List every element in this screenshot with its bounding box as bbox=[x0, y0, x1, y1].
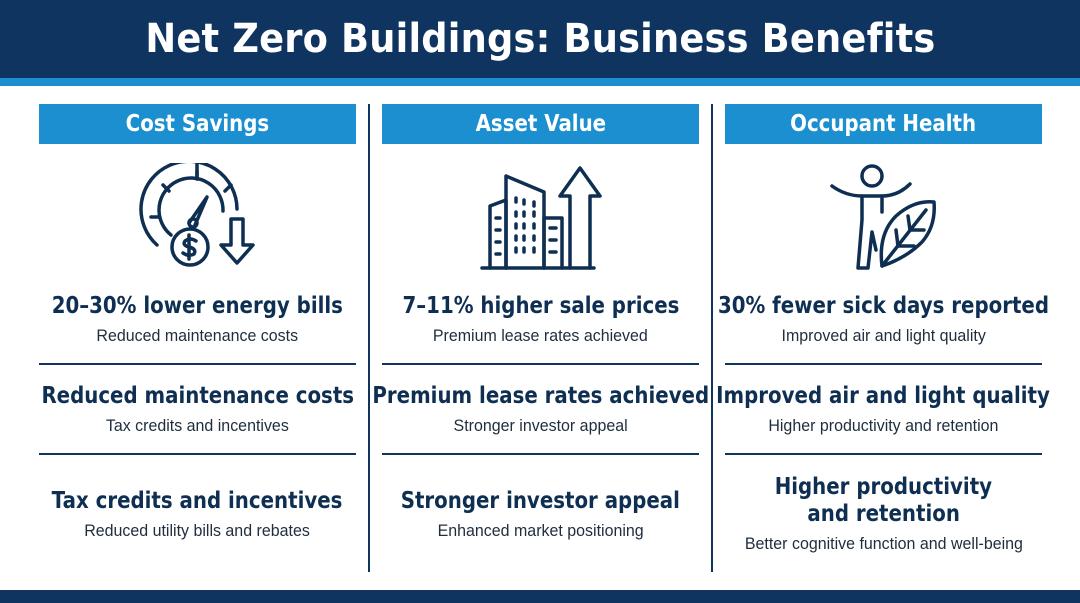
benefit-detail: Stronger investor appeal bbox=[453, 415, 628, 435]
benefit-heading: Stronger investor appeal bbox=[400, 487, 681, 514]
benefit-detail: Improved air and light quality bbox=[781, 326, 986, 345]
benefit-item: 7–11% higher sale prices Premium lease r… bbox=[382, 280, 699, 365]
benefit-item: 20–30% lower energy bills Reduced mainte… bbox=[39, 280, 356, 365]
benefit-detail: Enhanced market positioning bbox=[437, 520, 644, 540]
benefit-heading: 20–30% lower energy bills bbox=[51, 293, 344, 319]
building-arrow-up-icon bbox=[382, 144, 699, 280]
title-accent-stripe bbox=[0, 78, 1080, 86]
benefit-detail: Higher productivity and retention bbox=[768, 415, 999, 435]
column-divider bbox=[368, 104, 370, 572]
column-header: Cost Savings bbox=[39, 104, 356, 144]
benefit-detail: Better cognitive function and well-being bbox=[744, 534, 1023, 553]
benefit-detail: Premium lease rates achieved bbox=[433, 326, 648, 345]
column-asset-value: Asset Value 7–11% higher sale prices Pre… bbox=[372, 104, 709, 574]
benefit-heading: Improved air and light quality bbox=[716, 382, 1051, 409]
column-divider bbox=[711, 104, 713, 572]
benefit-heading-line-2: and retention bbox=[807, 501, 960, 527]
person-leaf-icon bbox=[725, 144, 1042, 280]
benefit-item: Improved air and light quality Higher pr… bbox=[717, 365, 1050, 455]
column-header: Asset Value bbox=[382, 104, 699, 144]
column-header-label: Asset Value bbox=[475, 111, 606, 137]
column-cost-savings: Cost Savings 20–30% lower energy bills R… bbox=[39, 104, 356, 574]
benefit-item: Higher productivity and retention Better… bbox=[725, 455, 1042, 573]
benefit-item: 30% fewer sick days reported Improved ai… bbox=[718, 280, 1049, 365]
benefit-heading: 30% fewer sick days reported bbox=[717, 293, 1050, 319]
benefit-item: Stronger investor appeal Enhanced market… bbox=[382, 455, 699, 573]
column-header: Occupant Health bbox=[725, 104, 1042, 144]
benefit-heading: Premium lease rates achieved bbox=[372, 382, 709, 409]
benefit-heading-line-1: Higher productivity bbox=[774, 474, 993, 500]
column-header-label: Cost Savings bbox=[125, 111, 270, 137]
column-occupant-health: Occupant Health 30% fewer sick days repo… bbox=[717, 104, 1050, 574]
title-bar: Net Zero Buildings: Business Benefits bbox=[0, 0, 1080, 78]
benefit-detail: Tax credits and incentives bbox=[106, 415, 289, 435]
benefit-item: Tax credits and incentives Reduced utili… bbox=[39, 455, 356, 573]
benefit-heading: 7–11% higher sale prices bbox=[402, 293, 679, 319]
gauge-dollar-down-icon bbox=[39, 144, 356, 280]
benefit-item: Premium lease rates achieved Stronger in… bbox=[372, 365, 709, 455]
page-title: Net Zero Buildings: Business Benefits bbox=[144, 16, 936, 62]
footer-bar bbox=[0, 590, 1080, 603]
benefit-heading: Tax credits and incentives bbox=[52, 487, 343, 514]
benefit-item: Reduced maintenance costs Tax credits an… bbox=[39, 365, 356, 455]
benefit-detail: Reduced maintenance costs bbox=[96, 326, 299, 345]
benefit-heading: Reduced maintenance costs bbox=[41, 382, 354, 409]
benefit-detail: Reduced utility bills and rebates bbox=[84, 520, 311, 540]
column-header-label: Occupant Health bbox=[790, 111, 977, 137]
